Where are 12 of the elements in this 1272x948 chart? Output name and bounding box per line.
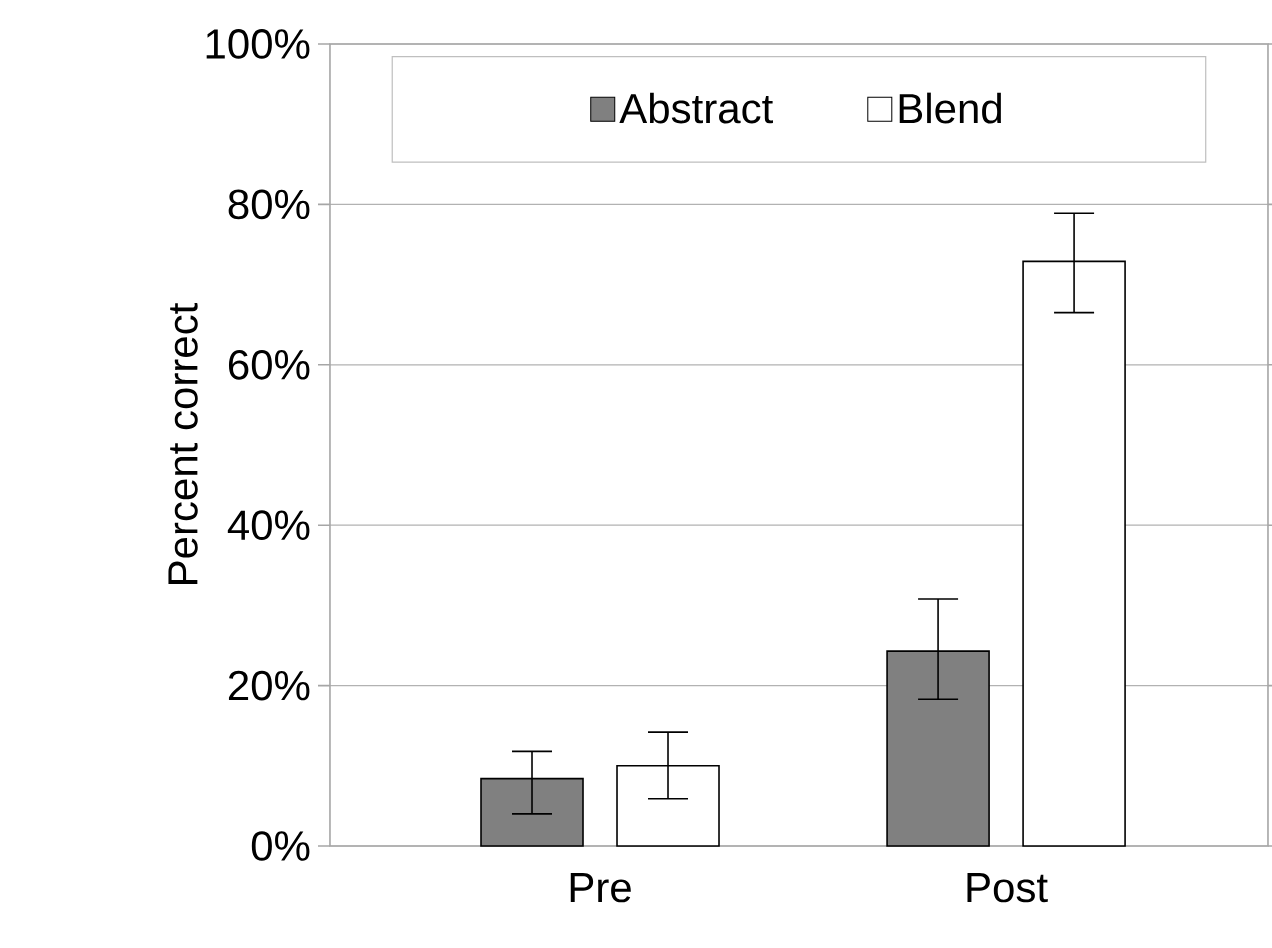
y-tick-label: 60%	[228, 349, 310, 380]
y-tick-label: 80%	[228, 189, 310, 220]
x-tick-label: Post	[967, 873, 1048, 903]
y-tick-label: 20%	[228, 670, 310, 701]
bar	[1022, 260, 1126, 847]
y-tick-label: 40%	[227, 510, 310, 541]
legend-label: Abstract	[619, 92, 773, 124]
y-axis-title: Percent correct	[168, 302, 198, 584]
legend-label: Blend	[899, 92, 1001, 124]
y-tick-label: 0%	[251, 831, 310, 861]
x-tick-label: Pre	[570, 873, 631, 903]
y-tick-label: 100%	[206, 29, 310, 59]
